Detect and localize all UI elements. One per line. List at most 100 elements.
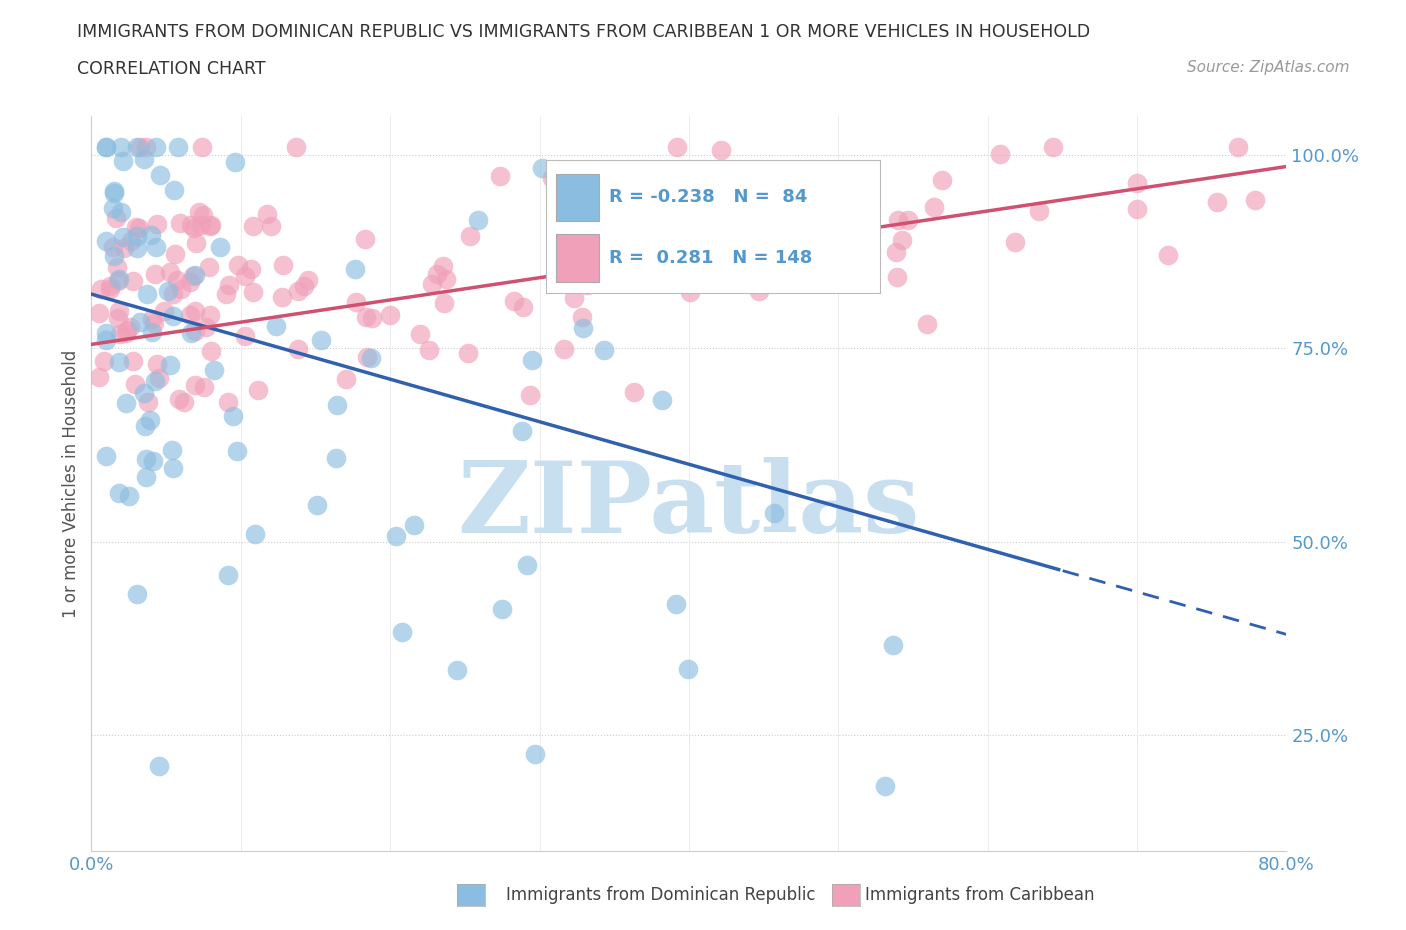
Point [215, 286, 238, 301]
Point [591, 244, 613, 259]
Point [457, 345, 479, 360]
Point [162, 460, 184, 475]
Point [270, 289, 292, 304]
Point [157, 284, 180, 299]
Point [142, 453, 165, 468]
Point [246, 383, 269, 398]
Point [114, 395, 136, 410]
Point [184, 378, 207, 392]
Point [135, 451, 157, 466]
Point [127, 587, 149, 602]
Point [307, 498, 329, 512]
Point [108, 355, 131, 370]
Point [146, 356, 169, 371]
Point [225, 444, 247, 458]
Point [159, 357, 181, 372]
Point [183, 220, 205, 235]
Point [344, 295, 367, 310]
Point [135, 286, 157, 301]
Point [458, 229, 481, 244]
Point [96, 233, 118, 248]
Point [233, 328, 256, 343]
Point [107, 274, 129, 289]
Point [772, 234, 794, 249]
Point [446, 663, 468, 678]
Point [145, 140, 167, 154]
Point [125, 241, 148, 256]
Point [200, 344, 222, 359]
Point [108, 485, 131, 500]
Point [776, 246, 799, 261]
Point [110, 326, 132, 341]
Point [1004, 234, 1026, 249]
Point [576, 275, 599, 290]
Point [434, 272, 457, 286]
Point [432, 259, 454, 273]
Point [124, 377, 146, 392]
Point [146, 217, 169, 232]
Point [87, 369, 110, 384]
Point [148, 759, 170, 774]
Point [831, 254, 853, 269]
Point [1126, 176, 1149, 191]
Point [135, 140, 157, 155]
Point [707, 268, 730, 283]
Point [135, 470, 157, 485]
Point [402, 518, 425, 533]
Point [749, 190, 772, 205]
Point [572, 321, 595, 336]
Point [890, 232, 912, 247]
Point [541, 170, 564, 185]
Point [217, 395, 239, 410]
Point [170, 282, 193, 297]
Point [1028, 204, 1050, 219]
Point [125, 229, 148, 244]
Point [103, 186, 125, 201]
Point [200, 218, 222, 232]
Point [665, 596, 688, 611]
Point [115, 322, 138, 337]
Point [522, 352, 544, 367]
Point [239, 261, 262, 276]
Point [121, 273, 143, 288]
Point [115, 326, 138, 340]
Point [710, 142, 733, 157]
Point [110, 140, 132, 154]
Point [361, 311, 384, 325]
Point [325, 451, 347, 466]
Point [284, 140, 307, 154]
Point [180, 218, 202, 232]
Point [748, 284, 770, 299]
Point [1244, 193, 1267, 207]
Point [233, 269, 256, 284]
Point [186, 235, 208, 250]
Point [1226, 140, 1249, 154]
Point [217, 568, 239, 583]
Point [222, 408, 245, 423]
Point [491, 602, 513, 617]
Point [120, 233, 142, 248]
Point [183, 303, 205, 318]
Point [124, 219, 146, 234]
Point [100, 279, 122, 294]
Point [111, 154, 134, 169]
Point [110, 205, 132, 219]
Point [882, 638, 904, 653]
Point [523, 747, 546, 762]
Point [141, 312, 163, 326]
Point [887, 212, 910, 227]
Text: IMMIGRANTS FROM DOMINICAN REPUBLIC VS IMMIGRANTS FROM CARIBBEAN 1 OR MORE VEHICL: IMMIGRANTS FROM DOMINICAN REPUBLIC VS IM… [77, 23, 1091, 41]
Point [519, 388, 541, 403]
Point [183, 268, 205, 283]
Point [139, 227, 162, 242]
Point [553, 341, 575, 356]
Point [184, 268, 207, 283]
Point [190, 218, 212, 232]
Point [344, 261, 367, 276]
Point [101, 240, 124, 255]
Point [515, 558, 537, 573]
Point [191, 140, 214, 154]
Point [273, 258, 295, 272]
Point [595, 223, 617, 238]
Point [287, 283, 309, 298]
